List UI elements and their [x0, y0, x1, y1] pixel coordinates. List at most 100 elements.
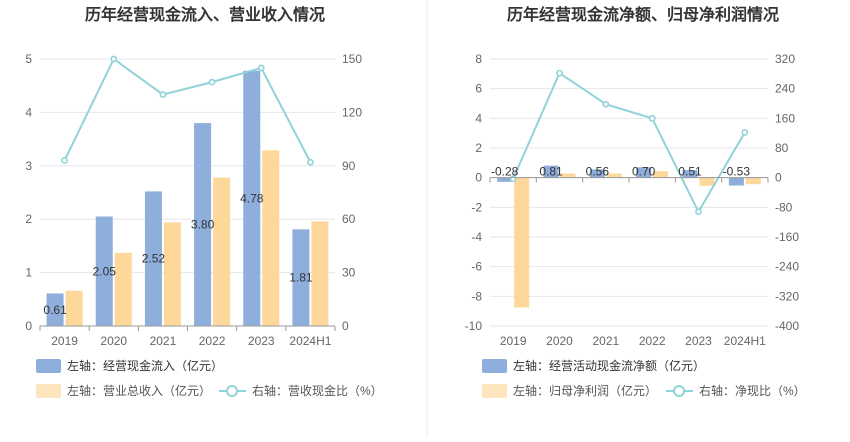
data-label: -0.53 — [723, 165, 751, 179]
left-axis-tick-label: -2 — [471, 200, 482, 214]
bar-secondary — [745, 177, 761, 185]
data-labels: 0.61 2.05 2.52 3.80 4.78 1.81 — [43, 191, 313, 317]
x-axis-tick-label: 2024H1 — [289, 334, 331, 348]
left-axis-tick-label: 8 — [475, 52, 482, 66]
data-label: 0.61 — [43, 303, 67, 317]
right-axis-tick-label: -160 — [775, 230, 799, 244]
legend-swatch — [482, 359, 507, 373]
right-axis-tick-label: 120 — [342, 105, 362, 119]
chart-title: 历年经营现金流净额、归母净利润情况 — [507, 5, 779, 24]
left-axis-tick-label: 4 — [475, 111, 482, 125]
right-axis-tick-label: 150 — [342, 52, 362, 66]
bar-secondary — [311, 221, 329, 326]
legend-item-cash-ratio[interactable]: 右轴：净现比（%） — [666, 383, 806, 398]
x-axis-tick-label: 2020 — [100, 334, 127, 348]
bar-primary — [194, 123, 212, 326]
legend-label: 左轴：营业总收入（亿元） — [67, 383, 211, 398]
legend-item-revenue[interactable]: 左轴：营业总收入（亿元） — [36, 383, 211, 398]
left-axis-tick-label: 2 — [475, 141, 482, 155]
bar-secondary — [560, 173, 576, 178]
left-axis-tick-label: -6 — [471, 260, 482, 274]
legend-label: 左轴：经营活动现金流净额（亿元） — [513, 358, 705, 373]
bar-secondary — [65, 290, 83, 326]
legend-item-ratio[interactable]: 右轴：营收现金比（%） — [219, 383, 383, 398]
legend-label: 左轴：归母净利润（亿元） — [513, 383, 657, 398]
grid-lines — [490, 58, 768, 327]
grid-lines — [40, 58, 335, 327]
ratio-line-point — [695, 208, 702, 216]
bar-primary — [497, 177, 513, 182]
left-axis-tick-label: 2 — [25, 212, 32, 226]
left-axis-tick-label: 0 — [475, 171, 482, 185]
left-axis-tick-label: -10 — [465, 319, 483, 333]
bar-secondary — [606, 173, 622, 178]
bar-primary — [728, 177, 744, 186]
ratio-line — [509, 69, 749, 216]
data-label: 2.05 — [93, 264, 117, 278]
bar-primary — [682, 170, 698, 178]
data-label: 0.81 — [539, 165, 563, 179]
left-axis-tick-label: 0 — [25, 319, 32, 333]
left-axis-tick-label: 1 — [25, 266, 32, 280]
left-axis-tick-label: 5 — [25, 52, 32, 66]
ratio-line-point — [741, 129, 749, 136]
ratio-line-point — [648, 114, 656, 122]
ratio-line-point — [257, 64, 265, 72]
right-axis-tick-label: 160 — [775, 111, 795, 125]
ratio-line-point — [307, 158, 314, 166]
right-axis-tick-label: 0 — [775, 171, 782, 185]
legend-label: 左轴：经营现金流入（亿元） — [67, 358, 223, 373]
bar-primary — [144, 191, 162, 326]
bars — [46, 70, 329, 326]
legend-item-cash-inflow[interactable]: 左轴：经营现金流入（亿元） — [36, 358, 223, 373]
ratio-line-point — [208, 78, 216, 86]
bar-primary — [292, 229, 310, 326]
ratio-line-path — [63, 57, 312, 163]
cash-inflow-revenue-chart: 历年经营现金流入、营业收入情况 0 1 2 3 4 5 0 30 60 90 120 150 2019 2… — [25, 5, 383, 398]
right-axis-tick-label: -320 — [775, 289, 799, 303]
data-labels: -0.28 0.81 0.56 0.70 0.51 -0.53 — [491, 165, 750, 179]
legend-item-net-profit[interactable]: 左轴：归母净利润（亿元） — [482, 383, 657, 398]
x-axis-tick-label: 2023 — [685, 334, 712, 348]
left-axis-tick-label: 4 — [25, 105, 32, 119]
x-axis-tick-label: 2020 — [546, 334, 573, 348]
legend: 左轴：经营现金流入（亿元） 左轴：营业总收入（亿元） 右轴：营收现金比（%） — [36, 358, 383, 398]
x-axis-tick-label: 2024H1 — [724, 334, 766, 348]
bar-secondary — [699, 177, 715, 186]
bar-secondary — [514, 177, 530, 308]
left-axis-tick-label: -8 — [471, 289, 482, 303]
bar-primary — [636, 167, 652, 178]
right-axis-tick-label: 240 — [775, 82, 795, 96]
right-axis-tick-label: -240 — [775, 260, 799, 274]
right-axis-tick-label: 0 — [342, 319, 349, 333]
bar-primary — [95, 216, 113, 326]
legend-label: 右轴：净现比（%） — [699, 383, 806, 398]
legend-item-net-cash-flow[interactable]: 左轴：经营活动现金流净额（亿元） — [482, 358, 705, 373]
chart-title: 历年经营现金流入、营业收入情况 — [85, 5, 325, 24]
data-label: 4.78 — [240, 191, 264, 205]
x-axis-tick-label: 2023 — [248, 334, 275, 348]
left-axis-tick-label: 3 — [25, 159, 32, 173]
data-label: 0.56 — [586, 165, 610, 179]
left-axis-tick-label: 6 — [475, 82, 482, 96]
x-axis-tick-label: 2019 — [500, 334, 527, 348]
right-axis-tick-label: 320 — [775, 52, 795, 66]
data-label: 2.52 — [142, 252, 166, 266]
bar-secondary — [114, 252, 132, 326]
legend-label: 右轴：营收现金比（%） — [252, 383, 383, 398]
left-axis-tick-label: -4 — [471, 230, 482, 244]
legend-swatch — [482, 384, 507, 398]
legend-swatch — [36, 384, 61, 398]
bars — [497, 165, 761, 308]
x-axis-tick-label: 2022 — [199, 334, 226, 348]
ratio-line-point — [159, 91, 167, 98]
ratio-line-point — [110, 55, 118, 63]
data-label: 0.70 — [632, 165, 656, 179]
right-axis-tick-label: 30 — [342, 266, 356, 280]
data-label: 3.80 — [191, 218, 215, 232]
net-cash-flow-profit-chart: 历年经营现金流净额、归母净利润情况 -10 -8 -6 -4 -2 0 2 4 6 8 -400 -3… — [465, 5, 806, 398]
bar-secondary — [163, 222, 181, 326]
axes: 0 1 2 3 4 5 0 30 60 90 120 150 2019 2020 2021 2022 2023 2… — [25, 52, 362, 348]
legend-marker — [673, 385, 685, 397]
legend-marker — [226, 385, 238, 397]
